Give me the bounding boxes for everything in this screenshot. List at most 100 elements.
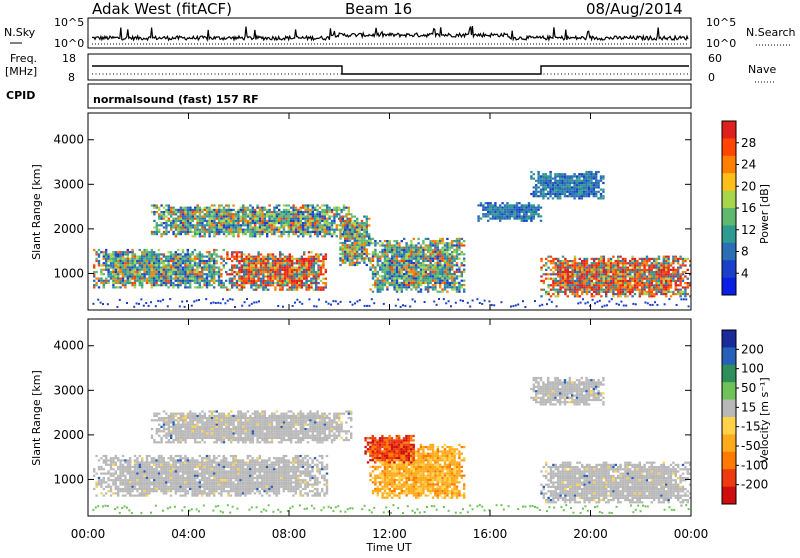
echo-cell [391,253,393,255]
echo-cell [250,256,252,258]
echo-cell [501,211,503,213]
echo-cell [410,244,412,246]
echo-cell [393,244,395,246]
echo-cell [248,278,250,280]
echo-cell [252,215,254,217]
echo-cell [600,262,602,264]
echo-cell [184,260,186,262]
echo-cell [641,275,643,277]
echo-cell [160,222,162,224]
echo-cell [619,262,621,264]
echo-cell [567,264,569,266]
echo-cell [595,184,597,186]
echo-cell [598,293,600,295]
echo-cell [679,295,681,297]
echo-cell [349,238,351,240]
echo-cell [358,235,360,237]
echo-cell [482,204,484,206]
echo-cell [247,229,249,231]
echo-cell [581,289,583,291]
echo-cell [244,213,246,215]
echo-cell [337,303,339,305]
echo-cell [331,209,333,211]
echo-cell [361,227,363,229]
echo-cell [351,260,353,262]
echo-cell [401,266,403,268]
echo-cell [427,282,429,284]
echo-cell [267,289,269,291]
echo-cell [351,216,353,218]
echo-cell [554,178,556,180]
echo-cell [139,262,141,264]
echo-cell [277,258,279,260]
echo-cell [271,233,273,235]
echo-cell [586,264,588,266]
echo-cell [361,224,363,226]
echo-cell [293,273,295,275]
echo-cell [415,284,417,286]
echo-cell [374,249,376,251]
echo-cell [122,282,124,284]
echo-cell [374,251,376,253]
echo-cell [245,262,247,264]
echo-cell [552,282,554,284]
echo-cell [93,468,95,470]
echo-cell [605,295,607,297]
echo-cell [363,229,365,231]
echo-cell [283,222,285,224]
echo-cell [264,231,266,233]
echo-cell [631,271,633,273]
echo-cell [518,202,520,204]
echo-cell [439,242,441,244]
echo-cell [272,271,274,273]
echo-cell [403,280,405,282]
echo-cell [279,251,281,253]
echo-cell [248,260,250,262]
echo-cell [540,182,542,184]
echo-cell [557,184,559,186]
echo-cell [175,271,177,273]
echo-cell [644,302,646,304]
echo-cell [297,215,299,217]
echo-cell [296,262,298,264]
echo-cell [250,264,252,266]
echo-cell [624,280,626,282]
echo-cell [477,215,479,217]
echo-cell [566,186,568,188]
echo-cell [564,267,566,269]
echo-cell [591,295,593,297]
echo-cell [377,242,379,244]
echo-cell [163,264,165,266]
echo-cell [615,289,617,291]
echo-cell [573,189,575,191]
echo-cell [213,273,215,275]
echo-cell [677,289,679,291]
echo-cell [204,218,206,220]
echo-cell [266,224,268,226]
echo-cell [540,280,542,282]
echo-cell [595,258,597,260]
echo-cell [403,258,405,260]
echo-cell [665,262,667,264]
echo-cell [408,251,410,253]
echo-cell [393,286,395,288]
echo-cell [636,280,638,282]
echo-cell [317,253,319,255]
echo-cell [296,258,298,260]
echo-cell [537,180,539,182]
echo-cell [410,280,412,282]
echo-cell [165,278,167,280]
echo-cell [413,262,415,264]
echo-cell [331,224,333,226]
echo-cell [667,284,669,286]
echo-cell [615,286,617,288]
echo-cell [266,222,268,224]
echo-cell [384,244,386,246]
echo-cell [216,222,218,224]
echo-cell [211,278,213,280]
echo-cell [284,264,286,266]
echo-cell [441,264,443,266]
echo-cell [413,258,415,260]
echo-cell [346,227,348,229]
echo-cell [603,262,605,264]
